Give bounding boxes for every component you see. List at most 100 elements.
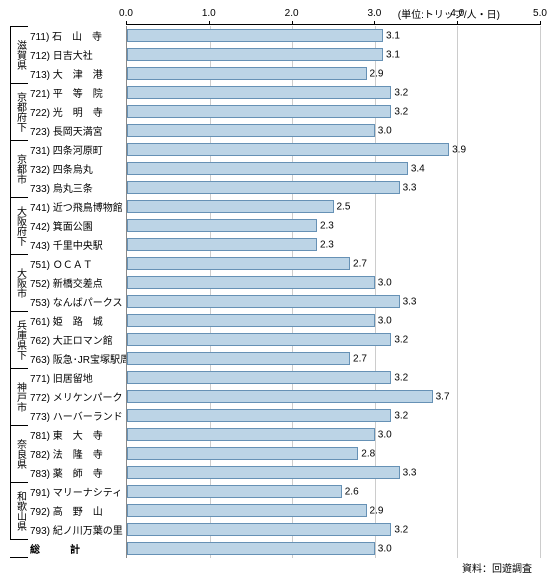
group-labels-column: 滋賀県京都府下京都市大阪府下大阪市兵庫県下神戸市奈良県和歌山県 bbox=[10, 26, 28, 558]
bar bbox=[127, 67, 367, 80]
bar-row: 792) 高 野 山2.9 bbox=[28, 501, 540, 520]
group-cell: 神戸市 bbox=[10, 368, 28, 425]
bar bbox=[127, 333, 391, 346]
bar-value: 3.7 bbox=[433, 391, 450, 402]
bar-value: 3.3 bbox=[400, 296, 417, 307]
bar-label: 723) 長岡天満宮 bbox=[28, 123, 126, 138]
group-label: 大阪府下 bbox=[15, 206, 25, 246]
bar-row: 732) 四条烏丸3.4 bbox=[28, 159, 540, 178]
bar-plot: 3.7 bbox=[126, 387, 540, 406]
axis-tick-label: 2.0 bbox=[285, 8, 299, 19]
bar-value: 2.9 bbox=[367, 68, 384, 79]
bar-plot: 3.3 bbox=[126, 178, 540, 197]
bar-label: 783) 薬 師 寺 bbox=[28, 465, 126, 480]
bar-value: 3.0 bbox=[375, 429, 392, 440]
bar-value: 3.1 bbox=[383, 49, 400, 60]
bar-label: 743) 千里中央駅 bbox=[28, 237, 126, 252]
bar-plot: 2.9 bbox=[126, 64, 540, 83]
bar-plot: 2.3 bbox=[126, 216, 540, 235]
bar-label: 741) 近つ飛鳥博物館 bbox=[28, 199, 126, 214]
bar-label: 782) 法 隆 寺 bbox=[28, 446, 126, 461]
bar-value: 2.3 bbox=[317, 220, 334, 231]
bar-plot: 3.0 bbox=[126, 273, 540, 292]
bar-label: 793) 紀ノ川万葉の里 bbox=[28, 522, 126, 537]
bar-row: 712) 日吉大社 3.1 bbox=[28, 45, 540, 64]
bar-plot: 2.7 bbox=[126, 254, 540, 273]
bar bbox=[127, 181, 400, 194]
bar-row: 781) 東 大 寺3.0 bbox=[28, 425, 540, 444]
bar-row: 741) 近つ飛鳥博物館 2.5 bbox=[28, 197, 540, 216]
group-cell: 京都府下 bbox=[10, 83, 28, 140]
bar-value: 2.5 bbox=[334, 201, 351, 212]
bar-row: 733) 烏丸三条3.3 bbox=[28, 178, 540, 197]
axis-tick-label: 1.0 bbox=[202, 8, 216, 19]
bar-value: 2.7 bbox=[350, 353, 367, 364]
bar-label: 763) 阪急･JR宝塚駅周辺 bbox=[28, 351, 126, 366]
bar-value: 3.0 bbox=[375, 543, 392, 554]
bar bbox=[127, 314, 375, 327]
bar bbox=[127, 295, 400, 308]
axis-tick-label: 5.0 bbox=[533, 8, 547, 19]
bar bbox=[127, 371, 391, 384]
bar-value: 3.3 bbox=[400, 467, 417, 478]
group-cell: 大阪府下 bbox=[10, 197, 28, 254]
chart-body: 滋賀県京都府下京都市大阪府下大阪市兵庫県下神戸市奈良県和歌山県 711) 石 山… bbox=[10, 26, 540, 558]
bar-row: 771) 旧居留地3.2 bbox=[28, 368, 540, 387]
bar-plot: 3.2 bbox=[126, 368, 540, 387]
group-cell: 京都市 bbox=[10, 140, 28, 197]
bar-value: 3.2 bbox=[391, 87, 408, 98]
bar-label: 791) マリーナシティ bbox=[28, 484, 126, 499]
bar bbox=[127, 409, 391, 422]
bar bbox=[127, 523, 391, 536]
bar-label: 752) 新橋交差点 bbox=[28, 275, 126, 290]
bar-plot: 3.2 bbox=[126, 330, 540, 349]
bar-row: 783) 薬 師 寺 3.3 bbox=[28, 463, 540, 482]
bar-row: 713) 大 津 港2.9 bbox=[28, 64, 540, 83]
group-cell: 大阪市 bbox=[10, 254, 28, 311]
bar-plot: 3.0 bbox=[126, 311, 540, 330]
bar bbox=[127, 200, 334, 213]
bar-plot: 2.6 bbox=[126, 482, 540, 501]
bar-label: 733) 烏丸三条 bbox=[28, 180, 126, 195]
bar-label: 721) 平 等 院 bbox=[28, 85, 126, 100]
bar bbox=[127, 352, 350, 365]
bar-plot: 3.0 bbox=[126, 425, 540, 444]
bar-row: 782) 法 隆 寺2.8 bbox=[28, 444, 540, 463]
bar bbox=[127, 504, 367, 517]
axis-ticks: 0.01.02.03.04.05.0 bbox=[126, 8, 540, 24]
bar-plot: 3.4 bbox=[126, 159, 540, 178]
bar bbox=[127, 162, 408, 175]
bar-row: 753) なんばパークス 3.3 bbox=[28, 292, 540, 311]
bar-row: 791) マリーナシティ2.6 bbox=[28, 482, 540, 501]
bar-row: 751) ＯＣＡＴ2.7 bbox=[28, 254, 540, 273]
bar-row: 722) 光 明 寺3.2 bbox=[28, 102, 540, 121]
bar-row: 772) メリケンパーク3.7 bbox=[28, 387, 540, 406]
group-cell: 兵庫県下 bbox=[10, 311, 28, 368]
bar bbox=[127, 86, 391, 99]
bar-row: 742) 箕面公園2.3 bbox=[28, 216, 540, 235]
bar-label: 753) なんばパークス bbox=[28, 294, 126, 309]
bar bbox=[127, 276, 375, 289]
bar-value: 3.1 bbox=[383, 30, 400, 41]
bar-plot: 2.9 bbox=[126, 501, 540, 520]
group-label: 京都府下 bbox=[15, 92, 25, 132]
bar-plot: 3.2 bbox=[126, 406, 540, 425]
axis-tick-label: 3.0 bbox=[367, 8, 381, 19]
bar bbox=[127, 238, 317, 251]
bar-plot: 2.8 bbox=[126, 444, 540, 463]
bar bbox=[127, 219, 317, 232]
bar bbox=[127, 105, 391, 118]
bar-label: 731) 四条河原町 bbox=[28, 142, 126, 157]
bar-plot: 2.7 bbox=[126, 349, 540, 368]
bar-plot: 3.3 bbox=[126, 292, 540, 311]
bar bbox=[127, 124, 375, 137]
bar-label: 712) 日吉大社 bbox=[28, 47, 126, 62]
bar-plot: 3.9 bbox=[126, 140, 540, 159]
bar bbox=[127, 542, 375, 555]
bar-plot: 3.2 bbox=[126, 520, 540, 539]
bar-label: 総 計 bbox=[28, 541, 126, 556]
bar bbox=[127, 29, 383, 42]
bar-row: 752) 新橋交差点3.0 bbox=[28, 273, 540, 292]
bar-value: 3.2 bbox=[391, 372, 408, 383]
bar-value: 2.9 bbox=[367, 505, 384, 516]
